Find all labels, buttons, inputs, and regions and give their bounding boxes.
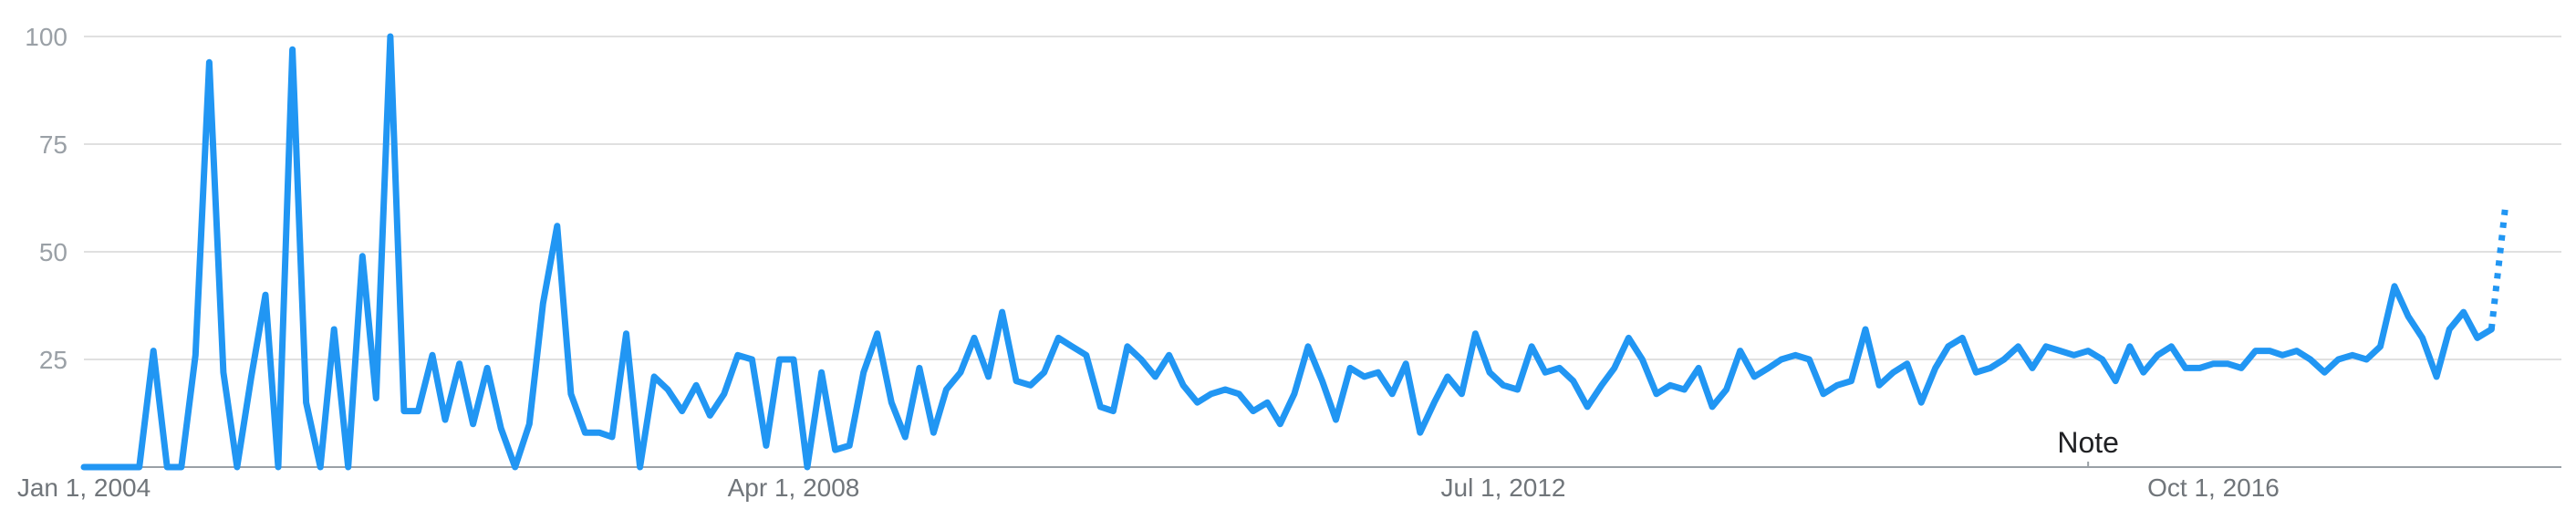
y-tick-label: 50 [39,238,68,266]
gridlines [84,36,2561,360]
x-axis-ticks: Jan 1, 2004 Apr 1, 2008 Jul 1, 2012 Oct 1, … [17,473,2280,502]
y-axis-ticks: 25 50 75 100 [25,23,68,374]
note-annotation: Note [2057,426,2119,467]
x-tick-label: Jan 1, 2004 [17,473,151,502]
y-tick-label: 75 [39,130,68,159]
series-line [80,33,2495,471]
x-tick-label: Jul 1, 2012 [1441,473,1566,502]
series-line-partial [2488,208,2508,330]
y-tick-label: 25 [39,346,68,374]
x-tick-label: Apr 1, 2008 [728,473,860,502]
note-label: Note [2057,426,2119,459]
y-tick-label: 100 [25,23,68,51]
x-tick-label: Oct 1, 2016 [2147,473,2280,502]
